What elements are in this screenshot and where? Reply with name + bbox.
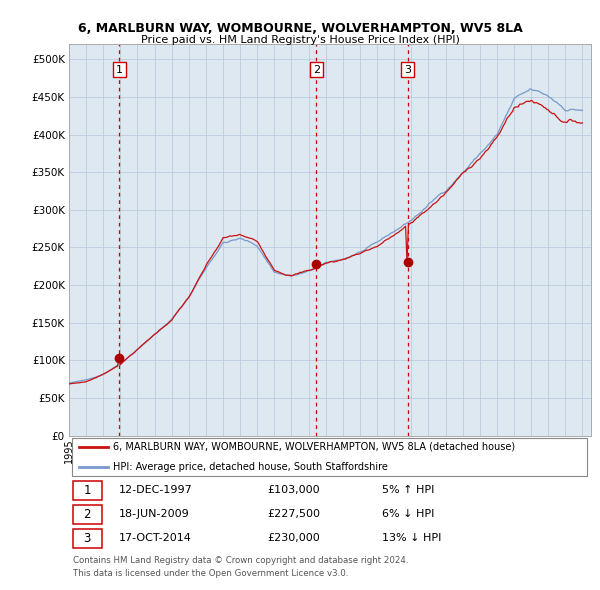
FancyBboxPatch shape xyxy=(73,481,102,500)
Text: Price paid vs. HM Land Registry's House Price Index (HPI): Price paid vs. HM Land Registry's House … xyxy=(140,35,460,45)
Text: £230,000: £230,000 xyxy=(268,533,320,543)
Text: 3: 3 xyxy=(404,65,411,75)
Text: 12-DEC-1997: 12-DEC-1997 xyxy=(119,486,193,496)
FancyBboxPatch shape xyxy=(73,505,102,524)
Text: 6, MARLBURN WAY, WOMBOURNE, WOLVERHAMPTON, WV5 8LA: 6, MARLBURN WAY, WOMBOURNE, WOLVERHAMPTO… xyxy=(77,22,523,35)
Text: 6, MARLBURN WAY, WOMBOURNE, WOLVERHAMPTON, WV5 8LA (detached house): 6, MARLBURN WAY, WOMBOURNE, WOLVERHAMPTO… xyxy=(113,442,515,452)
Text: Contains HM Land Registry data © Crown copyright and database right 2024.: Contains HM Land Registry data © Crown c… xyxy=(73,556,409,565)
Text: 17-OCT-2014: 17-OCT-2014 xyxy=(119,533,191,543)
Text: HPI: Average price, detached house, South Staffordshire: HPI: Average price, detached house, Sout… xyxy=(113,461,388,471)
Text: £227,500: £227,500 xyxy=(268,509,320,519)
Text: 13% ↓ HPI: 13% ↓ HPI xyxy=(382,533,442,543)
Text: 18-JUN-2009: 18-JUN-2009 xyxy=(119,509,190,519)
Text: 6% ↓ HPI: 6% ↓ HPI xyxy=(382,509,434,519)
FancyBboxPatch shape xyxy=(73,529,102,548)
Text: 3: 3 xyxy=(83,532,91,545)
Text: 2: 2 xyxy=(313,65,320,75)
Text: £103,000: £103,000 xyxy=(268,486,320,496)
Text: 5% ↑ HPI: 5% ↑ HPI xyxy=(382,486,434,496)
FancyBboxPatch shape xyxy=(71,438,587,476)
Text: 1: 1 xyxy=(116,65,123,75)
Text: This data is licensed under the Open Government Licence v3.0.: This data is licensed under the Open Gov… xyxy=(73,569,349,578)
Text: 1: 1 xyxy=(83,484,91,497)
Text: 2: 2 xyxy=(83,508,91,521)
